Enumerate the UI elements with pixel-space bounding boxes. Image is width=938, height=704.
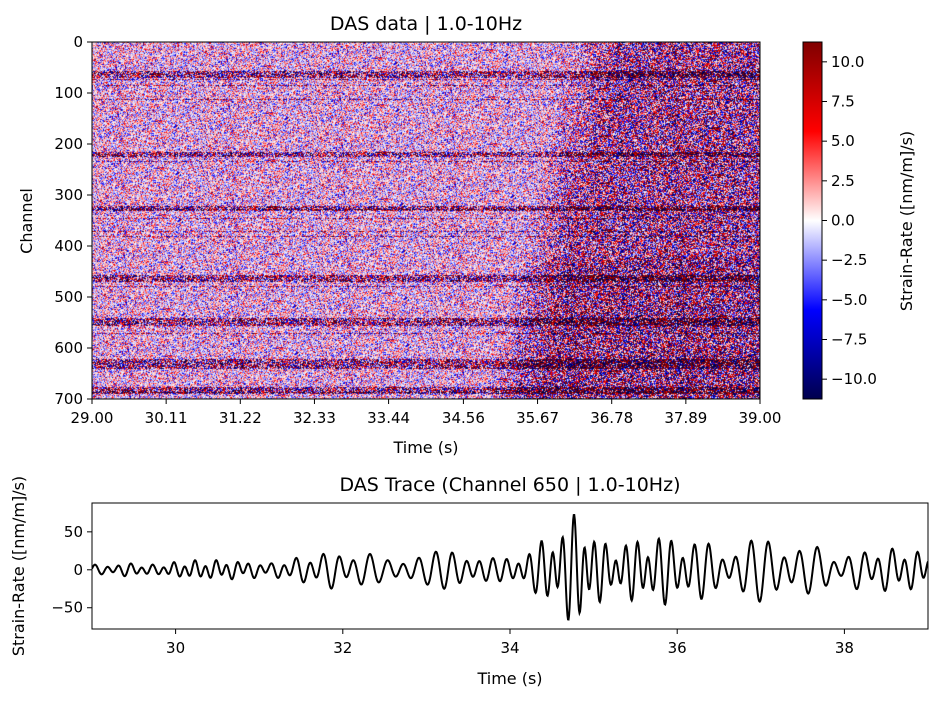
trace-x-tick-label: 38 — [835, 639, 854, 657]
heatmap-y-tick-label: 0 — [73, 33, 83, 51]
trace-x-tick-label: 34 — [500, 639, 519, 657]
heatmap-x-tick-label: 33.44 — [367, 409, 410, 427]
heatmap-x-tick-label: 29.00 — [71, 409, 114, 427]
colorbar-tick-label: −2.5 — [831, 251, 867, 269]
colorbar-tick-label: 5.0 — [831, 132, 855, 150]
heatmap-x-tick-label: 37.89 — [664, 409, 707, 427]
heatmap-x-label: Time (s) — [392, 438, 458, 457]
trace-y-ticks: 50 0 −50 — [51, 523, 92, 617]
colorbar-tick-label: 7.5 — [831, 93, 855, 111]
trace-y-tick-label: 0 — [73, 561, 83, 579]
heatmap-x-tick-label: 32.33 — [293, 409, 336, 427]
trace-x-tick-label: 30 — [166, 639, 185, 657]
heatmap-x-tick-label: 30.11 — [145, 409, 188, 427]
colorbar-tick-label: −10.0 — [831, 370, 877, 388]
heatmap-x-tick-label: 35.67 — [516, 409, 559, 427]
heatmap-x-tick-label: 31.22 — [219, 409, 262, 427]
heatmap-image-container — [92, 42, 760, 399]
heatmap-x-tick-label: 34.56 — [442, 409, 485, 427]
heatmap-y-tick-label: 600 — [54, 339, 83, 357]
trace-title: DAS Trace (Channel 650 | 1.0-10Hz) — [340, 474, 681, 496]
trace-line — [92, 514, 928, 621]
heatmap-y-tick-label: 200 — [54, 135, 83, 153]
colorbar-gradient-container — [803, 42, 822, 399]
heatmap-y-tick-label: 300 — [54, 186, 83, 204]
heatmap-y-tick-label: 400 — [54, 237, 83, 255]
heatmap-x-tick-label: 39.00 — [739, 409, 782, 427]
colorbar-gradient — [803, 42, 822, 399]
heatmap-y-ticks: 0 100 200 300 400 500 600 700 — [54, 33, 92, 408]
colorbar-tick-label: −7.5 — [831, 331, 867, 349]
trace-x-ticks: 30 32 34 36 38 — [166, 629, 854, 657]
colorbar-tick-label: −5.0 — [831, 291, 867, 309]
colorbar-ticks: 10.0 7.5 5.0 2.5 0.0 −2.5 −5.0 −7.5 −10.0 — [822, 53, 877, 388]
heatmap-title: DAS data | 1.0-10Hz — [330, 13, 522, 35]
colorbar-tick-label: 2.5 — [831, 172, 855, 190]
heatmap-frame — [91, 41, 761, 400]
colorbar-label: Strain-Rate ([nm/m]/s) — [897, 131, 916, 311]
heatmap-y-label: Channel — [17, 188, 36, 254]
heatmap-y-tick-label: 700 — [54, 390, 83, 408]
heatmap-x-ticks: 29.00 30.11 31.22 32.33 33.44 34.56 35.67 36.78… — [71, 399, 782, 427]
heatmap-y-tick-label: 500 — [54, 288, 83, 306]
heatmap-x-tick-label: 36.78 — [590, 409, 633, 427]
trace-x-label: Time (s) — [476, 669, 542, 688]
colorbar-tick-label: 0.0 — [831, 212, 855, 230]
heatmap-image — [92, 42, 760, 399]
heatmap-y-tick-label: 100 — [54, 84, 83, 102]
colorbar-tick-label: 10.0 — [831, 53, 864, 71]
trace-y-tick-label: −50 — [51, 599, 83, 617]
trace-y-tick-label: 50 — [64, 523, 83, 541]
trace-x-tick-label: 32 — [333, 639, 352, 657]
trace-x-tick-label: 36 — [668, 639, 687, 657]
trace-y-label: Strain-Rate ([nm/m]/s) — [9, 476, 28, 656]
